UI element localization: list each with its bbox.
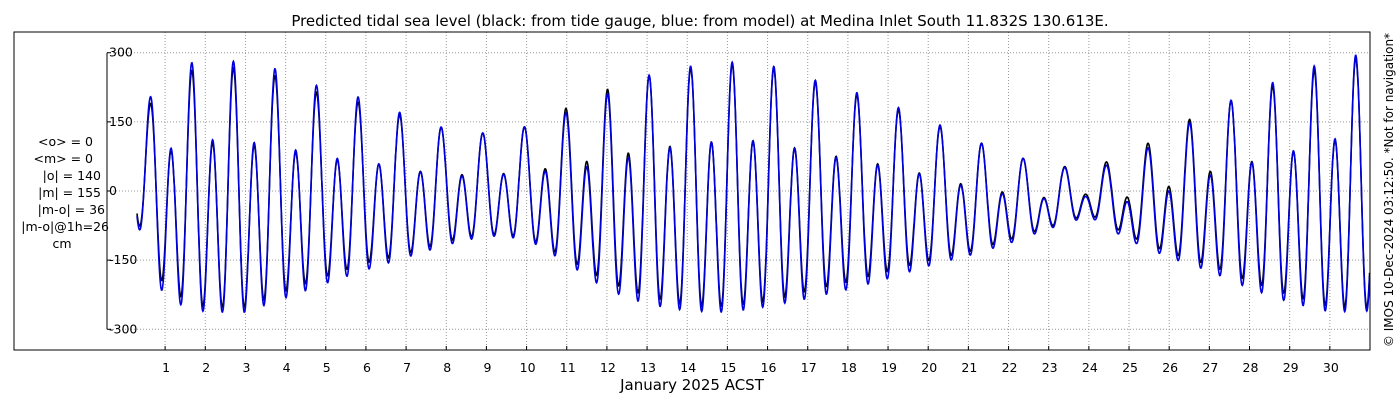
y-ticks: -300 -150 0 150 300 [106, 45, 137, 336]
x-ticks: 1 2 3 4 5 6 7 8 9 10 11 12 13 14 15 16 17 18 19 20 21 22 23 24 2… [162, 346, 1339, 375]
x-tick-label: 19 [881, 360, 897, 375]
x-tick-label: 11 [560, 360, 576, 375]
x-axis-label: January 2025 ACST [619, 376, 765, 394]
x-tick-label: 14 [680, 360, 696, 375]
x-tick-label: 22 [1002, 360, 1018, 375]
x-tick-label: 28 [1243, 360, 1259, 375]
x-tick-label: 4 [283, 360, 291, 375]
stats-unit: cm [52, 236, 71, 251]
x-tick-label: 10 [520, 360, 536, 375]
series-line-model [136, 54, 1371, 314]
x-tick-label: 30 [1323, 360, 1339, 375]
x-tick-label: 21 [961, 360, 977, 375]
x-tick-label: 5 [323, 360, 331, 375]
x-tick-label: 8 [443, 360, 451, 375]
stats-panel: <o> = 0 <m> = 0 |o| = 140 |m| = 155 |m-o… [21, 134, 109, 251]
plot-frame [13, 31, 1371, 351]
x-tick-label: 6 [363, 360, 371, 375]
x-tick-label: 29 [1283, 360, 1299, 375]
stats-mean-observed: <o> = 0 [38, 134, 93, 149]
stats-abs-diff: |m-o| = 36 [38, 202, 105, 217]
series-lines [136, 54, 1371, 314]
y-tick-label: 150 [109, 114, 133, 129]
x-tick-label: 13 [640, 360, 656, 375]
copyright-note: © IMOS 10-Dec-2024 03:12:50. *Not for na… [1382, 33, 1396, 347]
stats-abs-diff-1h: |m-o|@1h=26 [21, 219, 109, 234]
x-tick-label: 2 [202, 360, 210, 375]
x-tick-label: 1 [162, 360, 170, 375]
x-tick-label: 26 [1162, 360, 1178, 375]
y-tick-label: -150 [109, 252, 137, 267]
x-tick-label: 23 [1042, 360, 1058, 375]
x-tick-label: 12 [600, 360, 616, 375]
x-tick-label: 3 [242, 360, 250, 375]
x-tick-label: 20 [921, 360, 937, 375]
chart-title: Predicted tidal sea level (black: from t… [291, 12, 1108, 30]
x-tick-label: 27 [1202, 360, 1218, 375]
y-tick-label: 300 [109, 45, 133, 60]
x-tick-label: 18 [841, 360, 857, 375]
y-tick-label: -300 [109, 321, 137, 336]
x-tick-label: 24 [1082, 360, 1098, 375]
x-tick-label: 15 [720, 360, 736, 375]
y-tick-label: 0 [109, 183, 117, 198]
x-tick-label: 9 [483, 360, 491, 375]
stats-abs-observed: |o| = 140 [43, 168, 101, 183]
x-tick-label: 17 [801, 360, 817, 375]
x-tick-label: 25 [1122, 360, 1138, 375]
x-tick-label: 16 [761, 360, 777, 375]
stats-abs-model: |m| = 155 [38, 185, 101, 200]
x-tick-label: 7 [403, 360, 411, 375]
stats-mean-model: <m> = 0 [34, 151, 94, 166]
